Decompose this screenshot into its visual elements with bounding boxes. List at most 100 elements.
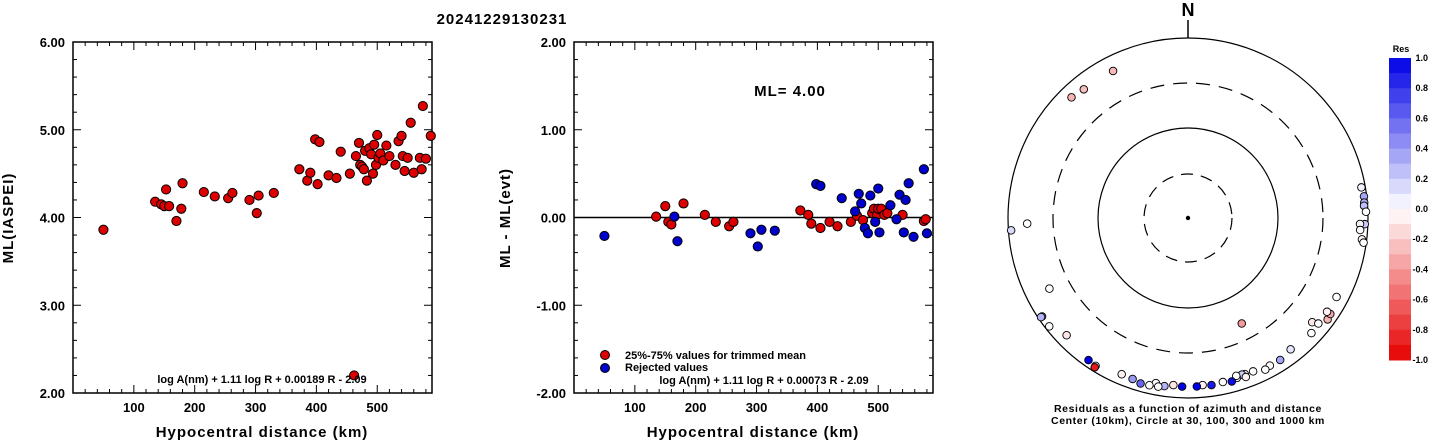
- station-marker: [1192, 382, 1202, 391]
- y-tick-label: 0.00: [541, 211, 566, 226]
- station-marker: [1241, 372, 1251, 382]
- data-point: [305, 167, 316, 178]
- data-point: [251, 208, 262, 219]
- station-marker: [1248, 367, 1258, 376]
- y-tick-label: 3.00: [40, 298, 65, 313]
- colorbar-tick-label: -0.6: [1412, 295, 1428, 305]
- x-tick-labels: 100 200 300 400 500: [123, 400, 388, 415]
- station-marker: [1357, 183, 1366, 192]
- colorbar-tick-label: 0.0: [1415, 204, 1428, 214]
- data-points: [98, 100, 436, 381]
- data-point: [920, 214, 931, 225]
- colorbar-tick-label: -0.4: [1412, 264, 1428, 274]
- formula-annotation: log A(nm) + 1.11 log R + 0.00189 R - 2.0…: [157, 374, 366, 386]
- x-tick-label: 400: [807, 400, 829, 415]
- data-point: [599, 230, 610, 242]
- data-point: [160, 184, 172, 195]
- x-tick-label: 500: [867, 400, 889, 415]
- data-point: [367, 168, 379, 179]
- data-point: [381, 140, 392, 151]
- data-point: [312, 179, 323, 190]
- station-marker: [1084, 355, 1093, 365]
- data-point: [728, 216, 739, 227]
- data-point: [815, 222, 826, 234]
- colorbar-band: [1389, 103, 1411, 119]
- data-point: [769, 225, 780, 236]
- x-tick-label: 500: [366, 400, 388, 415]
- station-marker: [1261, 365, 1270, 374]
- colorbar-band: [1389, 344, 1411, 361]
- colorbar-band: [1389, 224, 1411, 240]
- colorbar-tick-label: -0.8: [1412, 325, 1428, 335]
- y-tick-label: -2.00: [536, 386, 566, 401]
- data-point: [815, 180, 826, 192]
- data-point: [752, 241, 763, 252]
- y-tick-labels: 2.00 3.00 4.00 5.00 6.00: [40, 35, 65, 401]
- y-axis-label: ML - ML(evt): [497, 168, 514, 268]
- data-point: [660, 200, 671, 212]
- x-tick-label: 200: [685, 400, 707, 415]
- station-marker: [1062, 330, 1071, 340]
- data-point: [350, 150, 362, 162]
- azimuth-residual-map: N Residuals as a function of azimuth and…: [1006, 0, 1428, 427]
- legend-accepted-marker: [600, 350, 610, 360]
- data-point: [870, 216, 881, 227]
- station-marker: [1117, 369, 1126, 379]
- data-point: [651, 211, 662, 222]
- data-point: [836, 193, 847, 204]
- x-tick-label: 100: [123, 400, 145, 415]
- colorbar-band: [1389, 163, 1411, 180]
- data-point: [903, 178, 914, 189]
- station-marker: [1177, 382, 1187, 391]
- data-point: [384, 150, 395, 162]
- colorbar-band: [1389, 193, 1411, 210]
- colorbar-band: [1389, 58, 1411, 74]
- station-marker: [1218, 377, 1228, 387]
- circle-100km: [1097, 127, 1279, 309]
- residual-vs-distance-panel: 100 200 300 400 500 -2.00 -1.00 0.00 1.00 2.00 M…: [497, 35, 934, 441]
- station-marker: [1332, 292, 1341, 302]
- y-tick-label: 2.00: [40, 386, 65, 401]
- data-point: [353, 137, 365, 149]
- data-point: [850, 206, 861, 217]
- data-point: [396, 130, 407, 141]
- data-point: [699, 209, 710, 220]
- data-point: [390, 159, 401, 170]
- y-tick-label: 1.00: [541, 123, 566, 138]
- data-point: [253, 190, 264, 201]
- colorbar-band: [1389, 133, 1411, 150]
- data-point: [862, 228, 873, 239]
- data-point: [335, 146, 346, 157]
- colorbar-tick-label: 1.0: [1415, 53, 1428, 63]
- y-axis-label: ML(IASPEI): [0, 173, 17, 264]
- legend-rejected-label: Rejected values: [625, 362, 708, 374]
- x-tick-label: 200: [184, 400, 206, 415]
- colorbar-tick-labels: 1.0 0.8 0.6 0.4 0.2 0.0 -0.2 -0.4 -0.6 -0.8 -1.0: [1412, 53, 1428, 365]
- colorbar-band: [1389, 148, 1411, 165]
- station-marker: [1232, 371, 1241, 381]
- data-point: [806, 218, 817, 229]
- data-point: [268, 187, 279, 199]
- station-marker: [1045, 284, 1054, 293]
- data-point: [900, 194, 911, 206]
- colorbar: [1389, 58, 1411, 361]
- data-point: [795, 205, 806, 216]
- y-tick-label: 4.00: [40, 211, 65, 226]
- data-point: [416, 164, 427, 175]
- station-marker: [1314, 319, 1323, 328]
- data-point: [358, 164, 369, 175]
- data-points: [599, 164, 933, 252]
- data-point: [885, 200, 896, 211]
- station-marker: [1322, 307, 1332, 317]
- colorbar-band: [1389, 299, 1411, 316]
- data-point: [853, 188, 864, 199]
- station-marker: [1045, 322, 1054, 331]
- station-marker: [1128, 374, 1137, 384]
- colorbar-title: Res: [1393, 44, 1410, 54]
- station-marker: [1237, 319, 1246, 328]
- y-tick-label: 2.00: [541, 35, 566, 50]
- circle-300km: [1052, 82, 1324, 354]
- data-point: [918, 164, 929, 175]
- x-tick-label: 300: [746, 400, 768, 415]
- station-marker: [1079, 85, 1089, 94]
